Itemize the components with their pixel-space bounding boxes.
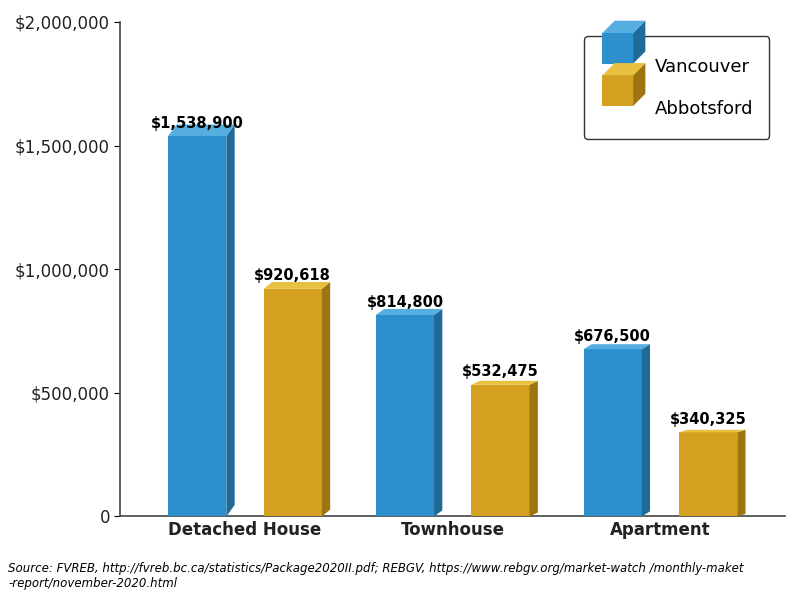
- Polygon shape: [434, 309, 442, 516]
- Bar: [583, 349, 642, 516]
- Legend: Vancouver, Abbotsford: Vancouver, Abbotsford: [584, 36, 770, 139]
- Text: $676,500: $676,500: [574, 329, 651, 344]
- Bar: [679, 432, 738, 516]
- Text: Source: FVREB, http://fvreb.bc.ca/statistics/Package2020II.pdf; REBGV, https://w: Source: FVREB, http://fvreb.bc.ca/statis…: [8, 562, 743, 590]
- Text: $532,475: $532,475: [462, 364, 539, 379]
- Polygon shape: [642, 344, 650, 516]
- Bar: [376, 315, 434, 516]
- Polygon shape: [264, 282, 330, 289]
- Bar: [471, 385, 530, 516]
- Polygon shape: [738, 430, 746, 516]
- Polygon shape: [376, 309, 442, 315]
- Polygon shape: [168, 125, 234, 136]
- Polygon shape: [679, 430, 746, 432]
- Text: $340,325: $340,325: [670, 412, 746, 427]
- Bar: [264, 289, 322, 516]
- Text: $920,618: $920,618: [254, 268, 331, 283]
- Polygon shape: [226, 125, 234, 516]
- Text: $1,538,900: $1,538,900: [151, 116, 244, 131]
- Polygon shape: [583, 344, 650, 349]
- Text: $814,800: $814,800: [366, 294, 443, 309]
- Polygon shape: [471, 381, 538, 385]
- Bar: [168, 136, 226, 516]
- Polygon shape: [322, 282, 330, 516]
- Polygon shape: [530, 381, 538, 516]
